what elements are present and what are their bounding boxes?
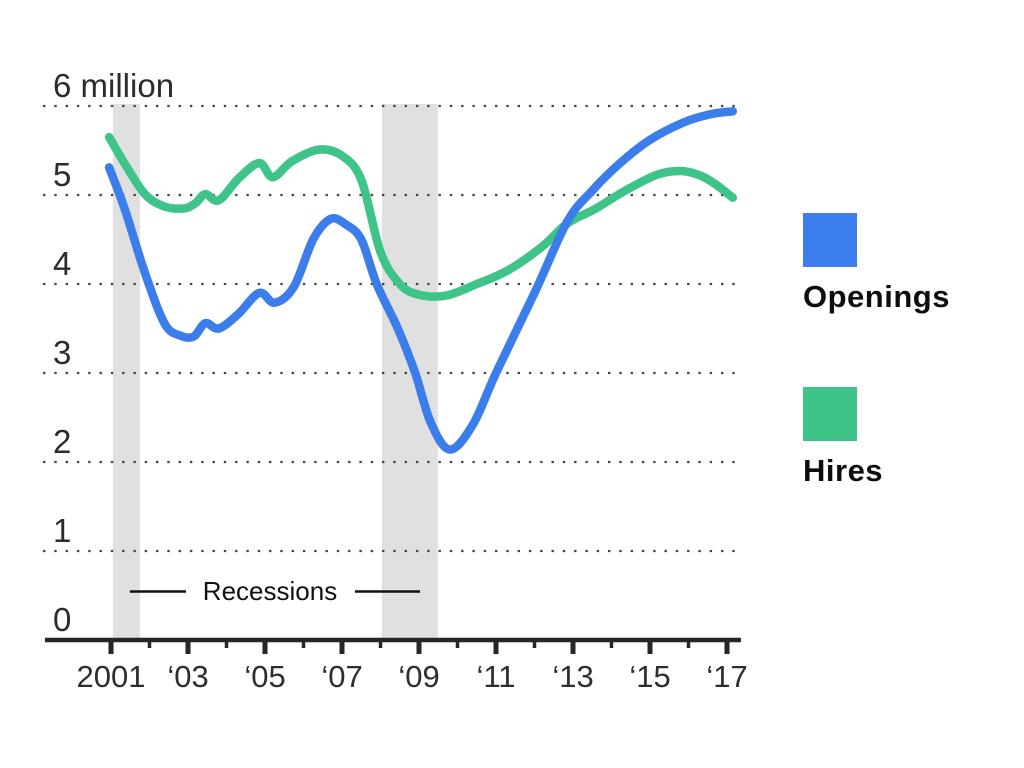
openings-line bbox=[104, 107, 738, 454]
y-label-3: 3 bbox=[53, 334, 71, 371]
y-label-1: 1 bbox=[53, 512, 71, 549]
legend-item-openings: Openings bbox=[803, 213, 950, 315]
x-label-2005: ‘05 bbox=[244, 659, 285, 694]
x-label-2003: ‘03 bbox=[167, 659, 208, 694]
x-label-2013: ‘13 bbox=[552, 659, 593, 694]
recession-band-2 bbox=[382, 104, 438, 638]
x-label-2017: ‘17 bbox=[706, 659, 747, 694]
recessions-label: Recessions bbox=[203, 576, 337, 606]
hires-swatch bbox=[803, 387, 857, 441]
y-label-6: 6 million bbox=[53, 67, 174, 104]
x-label-2007: ‘07 bbox=[321, 659, 362, 694]
x-label-2011: ‘11 bbox=[476, 659, 515, 694]
hires-line bbox=[104, 132, 738, 301]
recession-bands bbox=[112, 104, 438, 638]
recessions-annotation: Recessions bbox=[129, 576, 420, 606]
x-label-2009: ‘09 bbox=[398, 659, 439, 694]
y-label-2: 2 bbox=[53, 423, 71, 460]
x-axis bbox=[45, 637, 741, 654]
x-label-2015: ‘15 bbox=[629, 659, 670, 694]
x-axis-labels: 2001 ‘03 ‘05 ‘07 ‘09 ‘11 ‘13 ‘15 ‘17 bbox=[77, 659, 748, 694]
openings-swatch bbox=[803, 213, 857, 267]
x-label-2001: 2001 bbox=[77, 659, 146, 694]
data-series bbox=[104, 107, 738, 454]
legend-item-hires: Hires bbox=[803, 387, 883, 489]
y-label-4: 4 bbox=[53, 245, 71, 282]
openings-legend-label: Openings bbox=[803, 279, 950, 314]
y-label-0: 0 bbox=[53, 601, 71, 638]
hires-legend-label: Hires bbox=[803, 453, 884, 488]
y-label-5: 5 bbox=[53, 156, 71, 193]
y-axis-labels: 6 million 5 4 3 2 1 0 bbox=[53, 67, 174, 638]
